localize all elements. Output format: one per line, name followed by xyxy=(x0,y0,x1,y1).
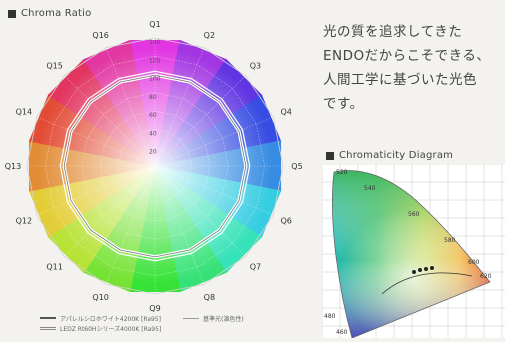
tagline-line-2: ENDOだからこそできる、 xyxy=(323,48,491,64)
wavelength-label: 580 xyxy=(444,237,456,244)
axis-label-q10: Q10 xyxy=(92,293,108,302)
planckian-locus xyxy=(381,272,473,295)
square-bullet-icon xyxy=(8,9,16,18)
legend-label-a: アパレルシロホワイト4200K [Ra95] xyxy=(60,315,162,323)
square-bullet-icon xyxy=(326,151,334,160)
grid-spoke xyxy=(154,47,205,167)
wavelength-label: 600 xyxy=(468,259,480,266)
series-outline-gray xyxy=(63,74,247,258)
legend-label-b: 基準光(演色性) xyxy=(203,315,244,323)
legend-item-a: アパレルシロホワイト4200K [Ra95] 基準光(演色性) xyxy=(40,313,310,323)
legend-label-c: LEDZ Rt60Hシリーズ4000K [Ra95] xyxy=(60,325,162,333)
chromaticity-svg: 520 540 560 580 600 620 480 460 xyxy=(321,163,505,339)
legend-line-thick xyxy=(40,317,56,319)
legend-line-thin xyxy=(183,317,200,319)
spectral-locus-outline xyxy=(332,170,491,339)
axis-label-q16: Q16 xyxy=(92,31,108,40)
grid-ring xyxy=(44,55,266,277)
grid-spoke xyxy=(64,165,156,257)
axis-label-q2: Q2 xyxy=(204,31,215,40)
axis-label-q15: Q15 xyxy=(46,62,62,71)
legend-line-double xyxy=(40,326,56,330)
tagline-line-3: 人間工学に基づいた光色 xyxy=(323,72,477,88)
grid-spoke xyxy=(105,165,156,285)
wavelength-label: 560 xyxy=(408,211,420,218)
chromaticity-diagram: 520 540 560 580 600 620 480 460 xyxy=(321,163,505,339)
wavelength-label: 620 xyxy=(480,273,492,280)
axis-label-q12: Q12 xyxy=(16,216,32,225)
radar-axis-labels: Q1 Q2 Q3 Q4 Q5 Q6 Q7 Q8 Q9 Q10 Q11 Q12 Q… xyxy=(5,20,303,313)
tagline-line-1: 光の質を追求してきた xyxy=(323,24,463,40)
wavelength-label: 480 xyxy=(324,313,336,320)
tick-label: 80 xyxy=(149,94,157,101)
tick-label: 60 xyxy=(149,112,157,119)
chromaticity-title: Chromaticity Diagram xyxy=(326,150,453,161)
axis-label-q7: Q7 xyxy=(250,262,261,271)
axis-label-q4: Q4 xyxy=(280,108,291,117)
tick-label: 40 xyxy=(149,130,157,137)
axis-label-q1: Q1 xyxy=(149,20,160,29)
wavelength-label: 460 xyxy=(336,329,348,336)
grid-spoke xyxy=(154,165,205,285)
white-point xyxy=(418,268,422,272)
grid-spoke xyxy=(154,116,274,167)
chroma-ratio-chart: 140 120 100 80 60 40 20 Q1 Q2 Q3 Q4 Q5 Q… xyxy=(0,18,330,318)
wavelength-label: 520 xyxy=(336,169,348,176)
chroma-legend: アパレルシロホワイト4200K [Ra95] 基準光(演色性) LEDZ Rt6… xyxy=(40,313,310,333)
grid-spoke xyxy=(154,75,246,167)
tagline-line-4: です。 xyxy=(323,96,364,112)
grid-spoke xyxy=(154,165,246,257)
radar-series xyxy=(59,70,251,262)
series-outline-reference xyxy=(59,70,251,262)
tagline: 光の質を追求してきた ENDOだからこそできる、 人間工学に基づいた光色 です。 xyxy=(323,20,503,116)
axis-label-q5: Q5 xyxy=(291,162,302,171)
grid-spoke xyxy=(36,116,156,167)
grid-spoke xyxy=(154,165,274,216)
tick-label: 120 xyxy=(149,57,161,64)
grid-spoke xyxy=(105,47,156,167)
chroma-ratio-title-text: Chroma Ratio xyxy=(21,8,92,19)
tick-label: 100 xyxy=(149,76,161,83)
axis-label-q14: Q14 xyxy=(16,108,32,117)
axis-label-q13: Q13 xyxy=(5,162,21,171)
grid-spoke xyxy=(64,75,156,167)
chroma-ratio-svg: 140 120 100 80 60 40 20 Q1 Q2 Q3 Q4 Q5 Q… xyxy=(5,20,303,313)
axis-label-q3: Q3 xyxy=(250,62,261,71)
axis-label-q11: Q11 xyxy=(46,262,62,271)
radar-ticks: 140 120 100 80 60 40 20 xyxy=(149,39,161,156)
grid-spoke xyxy=(36,165,156,216)
tick-label: 140 xyxy=(149,39,161,46)
white-point xyxy=(412,270,416,274)
tick-label: 20 xyxy=(149,149,157,156)
chroma-ratio-title: Chroma Ratio xyxy=(8,8,91,19)
chromaticity-title-text: Chromaticity Diagram xyxy=(339,150,454,161)
axis-label-q6: Q6 xyxy=(280,216,291,225)
white-point xyxy=(430,266,434,270)
axis-label-q9: Q9 xyxy=(149,304,160,313)
white-point xyxy=(424,267,428,271)
outer-border xyxy=(26,37,284,295)
axis-label-q8: Q8 xyxy=(204,293,215,302)
legend-item-c: LEDZ Rt60Hシリーズ4000K [Ra95] xyxy=(40,323,310,333)
wavelength-label: 540 xyxy=(364,185,376,192)
